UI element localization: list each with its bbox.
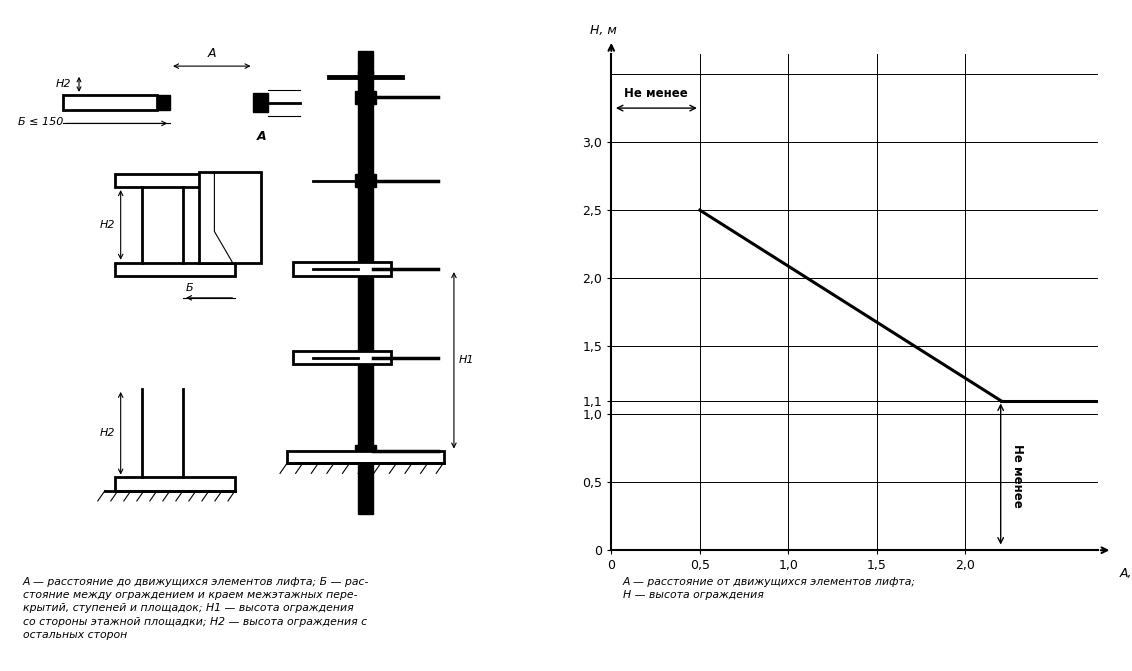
Text: А: А bbox=[207, 47, 216, 60]
Text: А, м: А, м bbox=[1120, 566, 1132, 580]
Bar bbox=[199, 172, 261, 262]
Text: А: А bbox=[257, 130, 266, 143]
Text: Не менее: Не менее bbox=[1011, 444, 1024, 507]
Bar bbox=[63, 95, 157, 111]
Bar bbox=[115, 262, 235, 276]
Bar bbox=[292, 262, 392, 276]
Text: Н1: Н1 bbox=[460, 356, 474, 365]
Text: Не менее: Не менее bbox=[624, 87, 687, 100]
Text: Б: Б bbox=[186, 282, 194, 293]
Bar bbox=[358, 50, 374, 76]
Bar bbox=[355, 263, 376, 276]
Bar bbox=[355, 91, 376, 103]
Text: А — расстояние до движущихся элементов лифта; Б — рас-
стояние между ограждением: А — расстояние до движущихся элементов л… bbox=[23, 577, 369, 640]
Bar bbox=[288, 452, 444, 463]
Text: Н2: Н2 bbox=[55, 79, 71, 89]
Bar bbox=[115, 174, 235, 187]
Bar bbox=[358, 71, 374, 514]
Bar bbox=[355, 445, 376, 458]
Bar bbox=[292, 351, 392, 364]
Bar bbox=[355, 352, 376, 364]
Text: Н, м: Н, м bbox=[590, 24, 617, 38]
Bar bbox=[157, 95, 170, 111]
Text: Б ≤ 150: Б ≤ 150 bbox=[18, 117, 63, 127]
Bar bbox=[355, 174, 376, 187]
Text: Н2: Н2 bbox=[100, 220, 115, 230]
Text: А — расстояние от движущихся элементов лифта;
Н — высота ограждения: А — расстояние от движущихся элементов л… bbox=[623, 577, 916, 601]
Bar bbox=[115, 478, 235, 491]
Bar bbox=[254, 93, 268, 112]
Text: Н2: Н2 bbox=[100, 428, 115, 438]
